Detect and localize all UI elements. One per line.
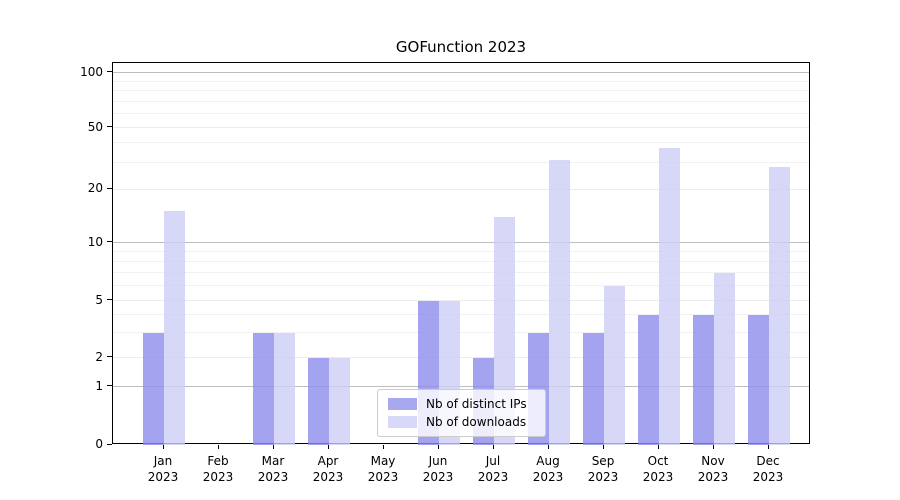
bar-downloads-dec [769,166,790,445]
gridline-70 [113,100,809,102]
gridline-100 [113,72,809,74]
legend-item-distinct-ips: Nb of distinct IPs [388,397,535,411]
y-tick-label-1: 1 [95,378,103,393]
legend: Nb of distinct IPs Nb of downloads [377,389,546,437]
bar-downloads-mar [274,332,295,445]
bar-distinct-ips-jan [143,332,164,445]
bar-downloads-nov [714,272,735,445]
gridline-9 [113,251,809,253]
bar-distinct-ips-mar [253,332,274,445]
x-tick-mark-apr [327,445,329,449]
legend-item-downloads: Nb of downloads [388,415,535,429]
gridline-60 [113,112,809,114]
gridline-40 [113,142,809,144]
y-tick-mark-0 [107,443,112,445]
chart-title: GOFunction 2023 [395,38,527,56]
x-tick-mark-mar [272,445,274,449]
x-tick-mark-aug [547,445,549,449]
x-tick-mark-jan [162,445,164,449]
y-tick-label-0: 0 [95,437,103,451]
legend-label-downloads: Nb of downloads [426,415,527,429]
bar-downloads-oct [659,147,680,445]
gridline-5 [113,300,809,302]
x-tick-label-may: May 2023 [367,454,399,484]
y-tick-mark-2 [107,356,112,358]
x-tick-mark-jul [492,445,494,449]
x-tick-mark-nov [712,445,714,449]
gridline-50 [113,127,809,129]
x-tick-mark-oct [657,445,659,449]
y-tick-mark-10 [107,241,112,243]
gridline-80 [113,89,809,91]
x-tick-label-aug: Aug 2023 [532,454,564,484]
bar-distinct-ips-sep [583,332,604,445]
gridline-7 [113,272,809,274]
gridline-90 [113,80,809,82]
y-tick-mark-50 [107,126,112,128]
x-tick-label-sep: Sep 2023 [587,454,619,484]
x-tick-mark-jun [437,445,439,449]
x-tick-mark-may [382,445,384,449]
y-tick-mark-100 [107,71,112,73]
bar-downloads-aug [549,159,570,445]
x-tick-mark-dec [767,445,769,449]
bar-downloads-jul [494,216,515,445]
x-tick-label-feb: Feb 2023 [202,454,234,484]
x-tick-label-apr: Apr 2023 [312,454,344,484]
gridline-1 [113,386,809,388]
y-tick-mark-1 [107,385,112,387]
gridline-3 [113,332,809,334]
legend-swatch-downloads [388,416,417,428]
y-tick-label-50: 50 [87,119,103,134]
x-tick-label-mar: Mar 2023 [257,454,289,484]
bar-downloads-jan [164,211,185,445]
x-tick-label-dec: Dec 2023 [752,454,784,484]
y-tick-label-10: 10 [87,234,103,249]
x-tick-label-jun: Jun 2023 [422,454,454,484]
gridline-30 [113,161,809,163]
gridline-10 [113,242,809,244]
y-tick-mark-5 [107,299,112,301]
gridline-20 [113,188,809,190]
y-tick-mark-20 [107,187,112,189]
x-tick-label-oct: Oct 2023 [642,454,674,484]
x-tick-mark-sep [602,445,604,449]
gridline-8 [113,260,809,262]
x-tick-label-jan: Jan 2023 [147,454,179,484]
bar-distinct-ips-apr [308,357,329,445]
x-tick-label-jul: Jul 2023 [477,454,509,484]
x-tick-label-nov: Nov 2023 [697,454,729,484]
legend-swatch-distinct-ips [388,398,417,410]
y-tick-label-100: 100 [80,64,103,79]
x-tick-mark-feb [217,445,219,449]
y-tick-label-2: 2 [95,349,103,364]
bar-distinct-ips-dec [748,314,769,445]
bar-downloads-sep [604,285,625,445]
gridline-4 [113,314,809,316]
gridline-2 [113,357,809,359]
bar-downloads-apr [329,357,350,445]
bar-distinct-ips-nov [693,314,714,445]
legend-label-distinct-ips: Nb of distinct IPs [426,397,527,411]
bar-distinct-ips-oct [638,314,659,445]
gridline-6 [113,285,809,287]
y-tick-label-5: 5 [95,292,103,307]
plot-area [112,62,810,445]
y-tick-label-20: 20 [87,181,103,196]
